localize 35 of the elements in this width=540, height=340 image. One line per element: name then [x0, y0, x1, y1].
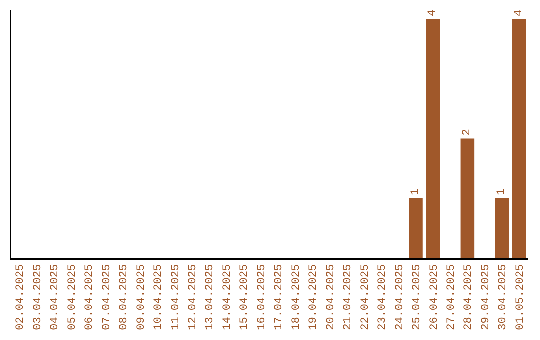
- data-label: 2: [462, 129, 474, 136]
- x-tick-label: 13.04.2025: [204, 264, 217, 330]
- x-tick-label: 29.04.2025: [480, 264, 492, 330]
- data-label: 1: [496, 188, 508, 196]
- x-tick-label: 26.04.2025: [428, 264, 441, 330]
- x-tick-label: 03.04.2025: [32, 264, 44, 330]
- x-tick-label: 22.04.2025: [360, 264, 372, 330]
- x-tick-label: 18.04.2025: [290, 264, 303, 330]
- x-tick-label: 06.04.2025: [84, 264, 96, 330]
- x-tick-label: 20.04.2025: [325, 264, 338, 330]
- x-tick-label: 08.04.2025: [118, 264, 131, 330]
- x-tick-label: 14.04.2025: [222, 264, 234, 330]
- x-tick-label: 11.04.2025: [170, 264, 182, 330]
- x-tick-label: 01.05.2025: [514, 264, 527, 330]
- x-tick-label: 23.04.2025: [377, 264, 390, 330]
- x-tick-label: 28.04.2025: [463, 264, 476, 330]
- x-tick-label: 15.04.2025: [239, 264, 252, 330]
- x-tick-label: 21.04.2025: [342, 264, 355, 330]
- x-tick-label: 02.04.2025: [15, 264, 28, 330]
- data-label: 4: [513, 10, 526, 17]
- x-tick-label: 17.04.2025: [274, 264, 286, 330]
- x-tick-label: 19.04.2025: [308, 264, 320, 330]
- x-tick-label: 27.04.2025: [446, 264, 458, 330]
- x-tick-label: 07.04.2025: [101, 264, 114, 330]
- x-tick-label: 24.04.2025: [394, 264, 406, 330]
- x-tick-label: 12.04.2025: [188, 264, 200, 330]
- x-tick-label: 04.04.2025: [50, 264, 62, 330]
- x-tick-label: 25.04.2025: [412, 264, 424, 330]
- data-label: 1: [410, 188, 422, 196]
- x-tick-label: 10.04.2025: [153, 264, 166, 330]
- x-tick-label: 05.04.2025: [66, 264, 79, 330]
- x-tick-label: 16.04.2025: [256, 264, 268, 330]
- x-tick-label: 30.04.2025: [498, 264, 510, 330]
- x-tick-label: 09.04.2025: [136, 264, 148, 330]
- data-label: 4: [427, 10, 440, 17]
